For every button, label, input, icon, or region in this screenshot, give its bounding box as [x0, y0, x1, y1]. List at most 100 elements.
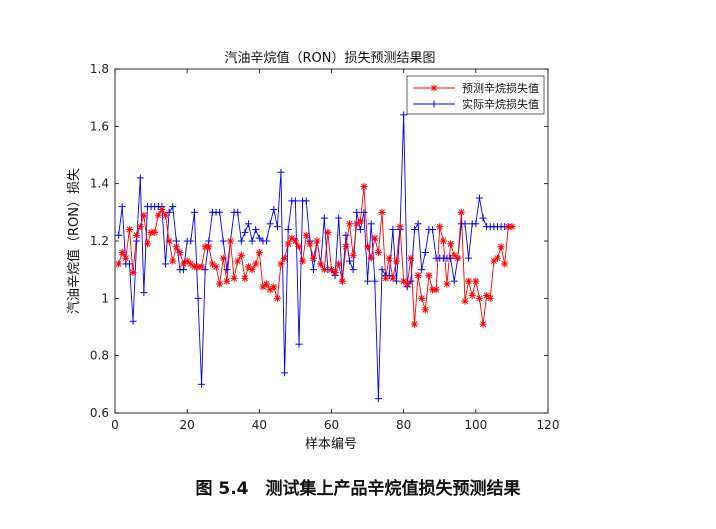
data-point-predicted	[259, 283, 267, 291]
data-point-actual	[125, 260, 133, 268]
data-point-predicted	[125, 226, 133, 234]
data-point-predicted	[302, 231, 310, 239]
data-point-actual	[198, 380, 206, 388]
data-point-predicted	[133, 231, 141, 239]
data-point-predicted	[461, 297, 469, 305]
data-point-predicted	[277, 260, 285, 268]
x-axis-ticks: 0 20 40 60 80 100 120	[111, 69, 559, 432]
data-point-actual	[479, 214, 487, 222]
data-point-predicted	[288, 234, 296, 242]
data-point-predicted	[342, 243, 350, 251]
data-point-predicted	[172, 243, 180, 251]
data-point-predicted	[418, 294, 426, 302]
data-point-actual	[392, 277, 400, 285]
data-point-predicted	[255, 248, 263, 256]
data-point-predicted	[410, 320, 418, 328]
data-point-predicted	[439, 237, 447, 245]
data-point-predicted	[392, 257, 400, 265]
data-point-predicted	[353, 220, 361, 228]
data-point-predicted	[122, 254, 130, 262]
data-point-predicted	[328, 266, 335, 274]
legend-marker-symbol	[430, 100, 438, 108]
data-point-actual	[129, 317, 137, 325]
y-tick-label: 0.8	[90, 349, 109, 363]
data-point-actual	[389, 226, 397, 234]
data-point-actual	[237, 237, 245, 245]
data-point-predicted	[234, 257, 242, 265]
data-point-actual	[273, 223, 281, 231]
data-point-actual	[252, 226, 260, 234]
data-point-predicted	[162, 211, 170, 219]
data-point-predicted	[237, 251, 245, 259]
data-point-actual	[245, 220, 253, 228]
data-point-actual	[475, 194, 483, 202]
data-point-actual	[248, 237, 256, 245]
data-point-predicted	[349, 251, 357, 259]
data-point-actual	[118, 203, 126, 211]
data-point-actual	[284, 226, 292, 234]
data-point-predicted	[129, 269, 137, 277]
data-point-predicted	[115, 260, 123, 268]
data-point-predicted	[252, 260, 260, 268]
x-axis-label: 样本编号	[305, 437, 357, 452]
data-point-actual	[374, 395, 382, 403]
data-point-predicted	[396, 223, 404, 231]
data-point-predicted	[291, 237, 299, 245]
y-tick-label: 1	[101, 291, 109, 305]
data-point-predicted	[299, 257, 307, 265]
data-point-predicted	[143, 240, 151, 248]
legend: 预测辛烷损失值 实际辛烷损失值	[406, 75, 545, 115]
data-point-predicted	[158, 205, 166, 213]
data-point-predicted	[176, 248, 184, 256]
data-point-actual	[472, 220, 480, 228]
y-axis-ticks: 0.6 0.8 1 1.2 1.4 1.6 1.8	[90, 62, 548, 420]
figure-caption: 图 5.4 测试集上产品辛烷值损失预测结果	[195, 479, 521, 499]
data-point-predicted	[118, 248, 126, 256]
data-point-predicted	[497, 243, 505, 251]
data-point-predicted	[187, 260, 195, 268]
plot-area	[114, 68, 549, 414]
data-point-actual	[367, 220, 375, 228]
data-point-predicted	[223, 277, 231, 285]
data-point-actual	[450, 277, 458, 285]
data-point-predicted	[212, 263, 220, 271]
data-point-actual	[407, 277, 415, 285]
data-point-actual	[216, 208, 224, 216]
y-tick-label: 1.8	[90, 62, 109, 76]
data-point-predicted	[468, 291, 476, 299]
y-tick-label: 0.6	[90, 406, 109, 420]
data-point-predicted	[483, 291, 491, 299]
data-point-actual	[342, 231, 350, 239]
data-point-predicted	[140, 211, 148, 219]
legend-label-predicted: 预测辛烷损失值	[462, 81, 539, 95]
data-point-predicted	[479, 320, 487, 328]
data-point-actual	[201, 266, 209, 274]
x-tick-label: 60	[324, 418, 339, 432]
y-tick-label: 1.6	[90, 119, 109, 133]
data-point-predicted	[266, 286, 274, 294]
data-point-predicted	[136, 223, 144, 231]
data-point-predicted	[205, 243, 213, 251]
data-point-predicted	[486, 294, 494, 302]
data-point-actual	[219, 237, 227, 245]
chart-svg: 汽油辛烷值（RON）损失预测结果图 0 20 40 60 80 100 120 0.6 0.8…	[66, 50, 559, 452]
data-point-actual	[223, 266, 231, 274]
data-point-actual	[335, 214, 343, 222]
data-point-predicted	[324, 228, 332, 236]
data-point-actual	[187, 237, 195, 245]
data-point-predicted	[374, 248, 382, 256]
data-point-predicted	[450, 251, 458, 259]
data-point-predicted	[306, 240, 314, 248]
data-point-predicted	[493, 254, 501, 262]
data-point-actual	[414, 220, 422, 228]
data-point-predicted	[320, 266, 328, 274]
data-point-actual	[410, 226, 418, 234]
series-markers	[115, 111, 516, 403]
data-point-predicted	[241, 274, 249, 282]
data-point-predicted	[226, 237, 234, 245]
data-point-actual	[115, 231, 123, 239]
data-point-actual	[371, 277, 379, 285]
data-point-actual	[461, 220, 469, 228]
data-point-predicted	[378, 208, 386, 216]
data-point-predicted	[331, 269, 339, 277]
